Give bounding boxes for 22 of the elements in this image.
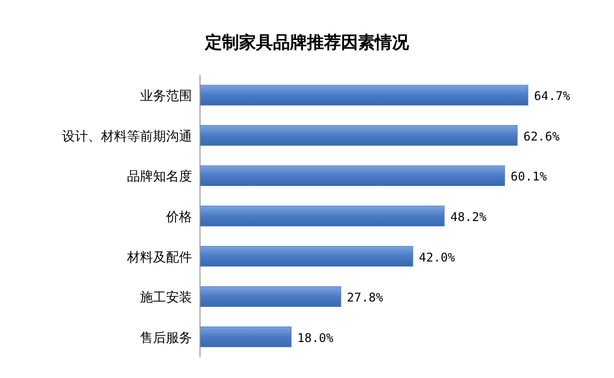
y-tick-label: 品牌知名度 [127,168,192,185]
bar [200,125,518,146]
data-label: 64.7% [534,89,571,104]
y-tick-label: 材料及配件 [126,250,192,266]
data-label: 27.8% [346,290,384,305]
y-tick-label: 施工安装 [140,290,192,306]
y-tick-label: 价格 [165,210,192,225]
data-label: 62.6% [523,129,560,144]
data-label: 42.0% [418,250,456,264]
data-label: 18.0% [297,330,334,345]
bar [200,84,528,106]
bar [200,165,505,186]
y-tick-label: 售后服务 [140,330,192,346]
bar [200,246,414,267]
data-label: 60.1% [510,170,548,184]
y-tick-label: 业务范围 [140,89,192,104]
bar [200,206,445,226]
chart-title: 定制家具品牌推荐因素情况 [204,33,410,53]
y-tick-label: 设计、材料等前期沟通 [62,129,192,144]
bar [200,326,292,348]
bar [200,286,342,307]
data-label: 48.2% [450,210,488,224]
